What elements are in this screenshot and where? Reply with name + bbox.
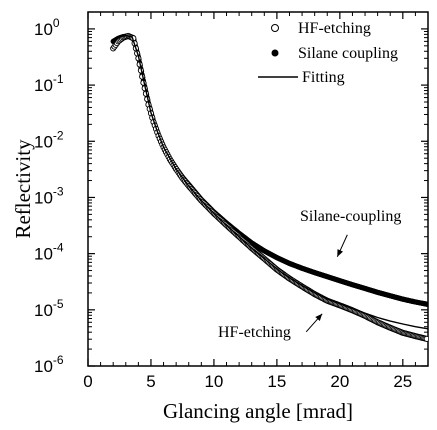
plot-frame <box>87 11 429 367</box>
y-tick-label: 10-3 <box>34 184 64 207</box>
annotation-label: Silane-coupling <box>300 208 401 225</box>
silane-point <box>424 301 428 307</box>
legend-label: HF-etching <box>298 20 371 37</box>
legend-marker-hf-etching <box>271 24 279 32</box>
y-tick-label: 100 <box>34 16 60 39</box>
text-layer: 0 5 10 15 20 2510010-110-210-310-410-510-6Gla… <box>11 16 412 423</box>
axes-layer <box>87 11 429 367</box>
annotation-arrow-head <box>315 313 323 321</box>
x-axis-title: Glancing angle [mrad] <box>163 399 353 423</box>
x-tick-label: 5 <box>146 372 155 391</box>
y-tick-label: 10-5 <box>34 297 64 320</box>
y-tick-exponent: -2 <box>53 128 64 142</box>
y-tick-base: 10 <box>34 76 53 95</box>
y-tick-base: 10 <box>34 132 53 151</box>
y-tick-label: 10-6 <box>34 353 64 376</box>
x-tick-label: 25 <box>393 372 412 391</box>
x-tick-label: 15 <box>267 372 286 391</box>
data-layer <box>110 32 428 342</box>
annotation-arrow-head <box>337 249 343 257</box>
y-tick-base: 10 <box>34 245 53 264</box>
y-axis-title: Reflectivity <box>11 139 35 239</box>
legend-label: Fitting <box>302 69 345 86</box>
hf-point <box>423 335 428 342</box>
y-tick-label: 10-2 <box>34 128 64 151</box>
annotation-label: HF-etching <box>218 324 291 341</box>
y-tick-label: 10-4 <box>34 241 64 264</box>
y-tick-base: 10 <box>34 357 53 376</box>
y-tick-base: 10 <box>34 301 53 320</box>
legend-marker-silane-coupling <box>271 49 279 57</box>
x-tick-label: 0 <box>83 372 92 391</box>
fitting-line <box>112 34 428 330</box>
x-tick-label: 10 <box>204 372 223 391</box>
y-tick-exponent: -5 <box>53 297 64 311</box>
y-tick-base: 10 <box>34 20 53 39</box>
y-tick-exponent: -6 <box>53 353 64 367</box>
y-tick-exponent: 0 <box>53 16 60 30</box>
y-tick-exponent: -4 <box>53 241 64 255</box>
y-tick-label: 10-1 <box>34 72 64 95</box>
y-tick-base: 10 <box>34 188 53 207</box>
y-tick-exponent: -1 <box>53 72 64 86</box>
y-tick-exponent: -3 <box>53 184 64 198</box>
legend-label: Silane coupling <box>298 45 398 62</box>
x-tick-label: 20 <box>330 372 349 391</box>
